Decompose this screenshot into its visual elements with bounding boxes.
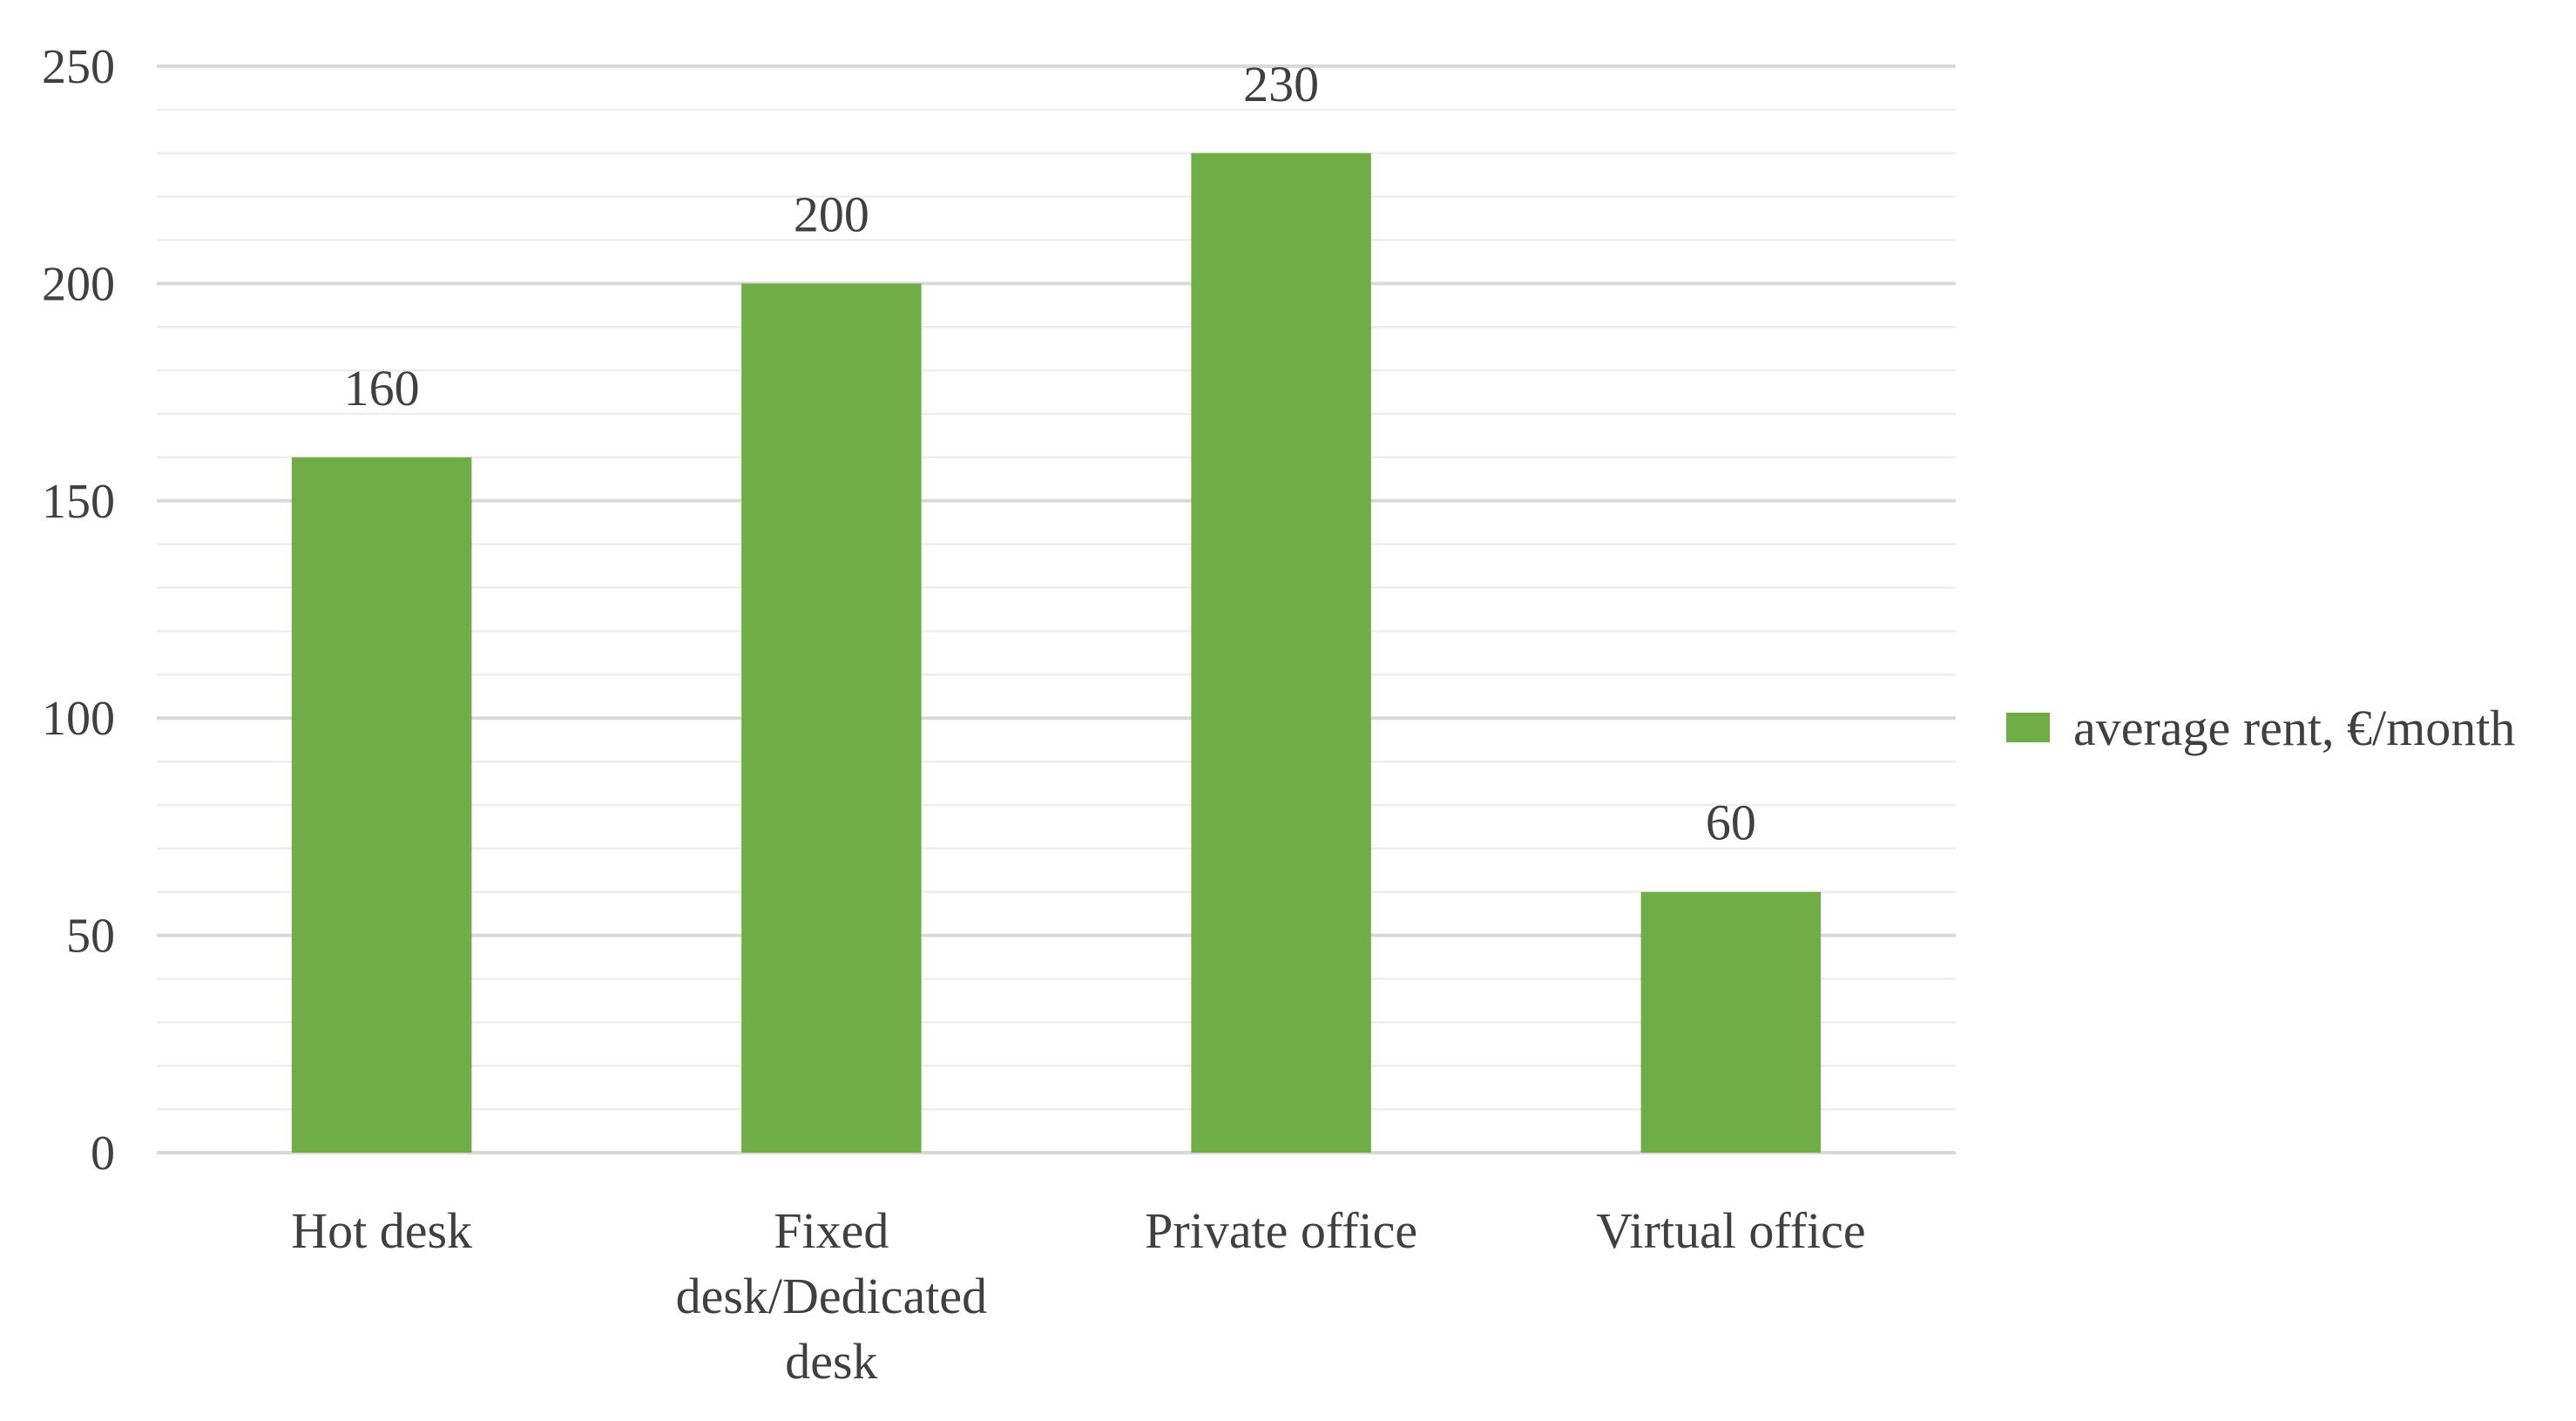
y-tick-label: 200 [42,257,115,311]
x-axis-category-labels: Hot desk Fixed desk/Dedicated desk Private o… [291,1202,1865,1390]
bar [1191,152,1371,1153]
x-category-label: Fixed desk/Dedicated desk [676,1202,988,1390]
x-category-label: Virtual office [1596,1202,1865,1259]
y-tick-label: 250 [42,40,115,94]
bar [741,283,922,1153]
bar [291,457,472,1153]
y-tick-label: 150 [42,475,115,529]
y-tick-label: 0 [91,1127,115,1181]
bars [291,152,1822,1153]
x-category-label: Hot desk [291,1202,472,1259]
legend: average rent, €/month [2006,700,2515,756]
y-tick-label: 100 [42,692,115,746]
data-label: 200 [794,186,869,242]
data-labels: 160 200 230 60 [344,56,1756,851]
bar [1640,891,1822,1153]
data-label: 230 [1243,56,1319,112]
data-label: 160 [344,360,420,416]
legend-label: average rent, €/month [2073,700,2515,756]
x-category-label: Private office [1145,1202,1417,1259]
legend-swatch [2006,713,2050,742]
data-label: 60 [1706,795,1756,851]
y-tick-label: 50 [66,910,115,964]
y-axis-tick-labels: 0 50 100 150 200 250 [42,40,115,1181]
